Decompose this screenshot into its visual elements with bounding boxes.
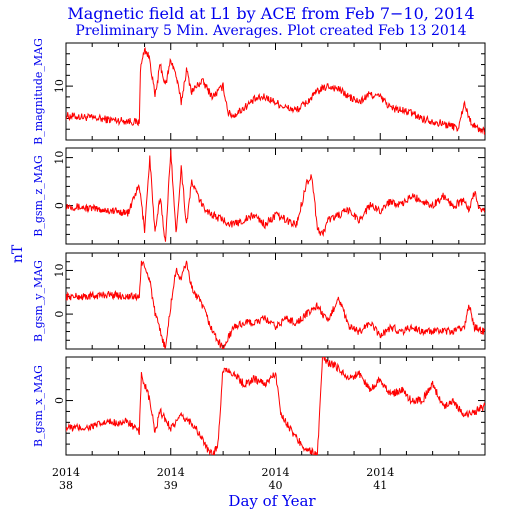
x-tick-doy-label: 39 xyxy=(164,479,178,492)
panel-B_magnitude_MAG: 10 B_magnitude_MAG xyxy=(32,38,486,145)
y-tick-label: 10 xyxy=(53,263,66,277)
unit-label: nT xyxy=(10,244,26,263)
series-line-B_magnitude_MAG xyxy=(66,46,485,135)
series-line-B_gsm_x_MAG xyxy=(66,357,485,455)
panel-frame xyxy=(65,252,486,350)
x-tick-year-label: 2014 xyxy=(157,466,185,479)
y-tick-label: 0 xyxy=(53,202,66,209)
y-tick-label: 10 xyxy=(53,79,66,93)
series-line-B_gsm_z_MAG xyxy=(66,150,485,242)
panel-frame xyxy=(65,356,486,456)
chart-subtitle: Preliminary 5 Min. Averages. Plot create… xyxy=(75,23,466,39)
panel-B_gsm_y_MAG: 0 10 B_gsm_y_MAG xyxy=(32,252,486,350)
chart-title: Magnetic field at L1 by ACE from Feb 7−1… xyxy=(67,4,474,23)
panels: 10 B_magnitude_MAG 0 10 B_gsm_z_MAG 0 10 B_gsm_… xyxy=(32,38,486,456)
y-tick-label: 10 xyxy=(53,151,66,165)
x-axis-label: Day of Year xyxy=(228,492,316,510)
panel-label: B_gsm_z_MAG xyxy=(32,155,45,237)
panel-label: B_gsm_x_MAG xyxy=(32,365,45,447)
panel-frame xyxy=(65,147,486,245)
x-tick-doy-label: 41 xyxy=(373,479,387,492)
x-tick-year-label: 2014 xyxy=(366,466,394,479)
panel-label: B_gsm_y_MAG xyxy=(32,260,45,342)
x-tick-doy-label: 38 xyxy=(59,479,73,492)
panel-frame xyxy=(65,42,486,141)
y-tick-label: 0 xyxy=(53,397,66,404)
series-line-B_gsm_y_MAG xyxy=(66,260,485,349)
y-tick-label: 0 xyxy=(53,311,66,318)
x-tick-year-label: 2014 xyxy=(52,466,80,479)
panel-B_gsm_x_MAG: 0 B_gsm_x_MAG xyxy=(32,356,486,456)
x-tick-year-label: 2014 xyxy=(262,466,290,479)
panel-B_gsm_z_MAG: 0 10 B_gsm_z_MAG xyxy=(32,147,486,245)
x-tick-doy-label: 40 xyxy=(269,479,283,492)
panel-label: B_magnitude_MAG xyxy=(32,38,45,145)
